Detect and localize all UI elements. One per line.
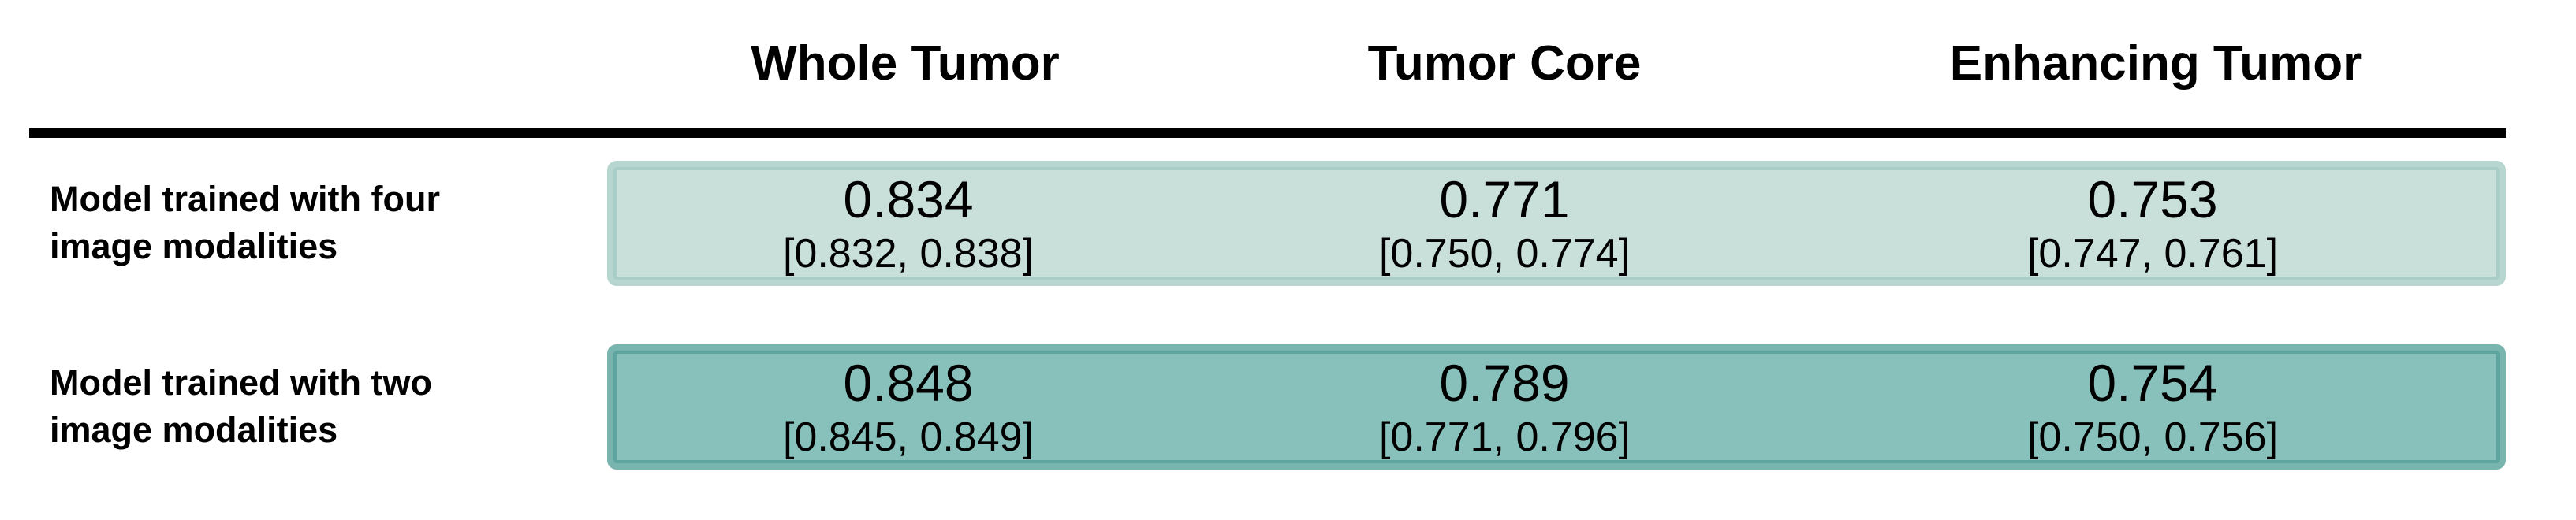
confidence-interval: [0.747, 0.761] xyxy=(2026,230,2279,277)
value-box-two-modalities: 0.848 [0.845, 0.849] 0.789 [0.771, 0.796… xyxy=(607,344,2506,470)
row-label-line2: image modalities xyxy=(50,410,338,450)
dice-value: 0.754 xyxy=(2087,353,2218,412)
row-label-line2: image modalities xyxy=(50,226,338,266)
row-label-four-modalities: Model trained with four image modalities xyxy=(50,176,554,270)
confidence-interval: [0.771, 0.796] xyxy=(1378,414,1631,460)
dice-value: 0.753 xyxy=(2087,169,2218,228)
cell-four-tumor-core: 0.771 [0.750, 0.774] xyxy=(1203,167,1806,280)
confidence-interval: [0.750, 0.774] xyxy=(1378,230,1631,277)
confidence-interval: [0.832, 0.838] xyxy=(782,230,1035,277)
cell-two-tumor-core: 0.789 [0.771, 0.796] xyxy=(1203,351,1806,463)
row-label-line1: Model trained with two xyxy=(50,362,432,403)
header-divider-rule xyxy=(29,128,2506,138)
column-header-enhancing-tumor: Enhancing Tumor xyxy=(1949,36,2362,91)
cell-two-whole-tumor: 0.848 [0.845, 0.849] xyxy=(613,351,1203,463)
column-header-tumor-core: Tumor Core xyxy=(1367,36,1642,91)
row-label-line1: Model trained with four xyxy=(50,179,440,219)
value-box-four-modalities: 0.834 [0.832, 0.838] 0.771 [0.750, 0.774… xyxy=(607,161,2506,286)
column-header-row: Whole Tumor Tumor Core Enhancing Tumor xyxy=(607,38,2506,90)
confidence-interval: [0.845, 0.849] xyxy=(782,414,1035,460)
confidence-interval: [0.750, 0.756] xyxy=(2026,414,2279,460)
dice-value: 0.848 xyxy=(843,353,974,412)
row-label-two-modalities: Model trained with two image modalities xyxy=(50,359,554,454)
cell-four-enhancing-tumor: 0.753 [0.747, 0.761] xyxy=(1806,167,2500,280)
dice-value: 0.789 xyxy=(1439,353,1570,412)
dice-value: 0.771 xyxy=(1439,169,1570,228)
column-header-whole-tumor: Whole Tumor xyxy=(751,36,1060,91)
cell-four-whole-tumor: 0.834 [0.832, 0.838] xyxy=(613,167,1203,280)
cell-two-enhancing-tumor: 0.754 [0.750, 0.756] xyxy=(1806,351,2500,463)
dice-value: 0.834 xyxy=(843,169,974,228)
